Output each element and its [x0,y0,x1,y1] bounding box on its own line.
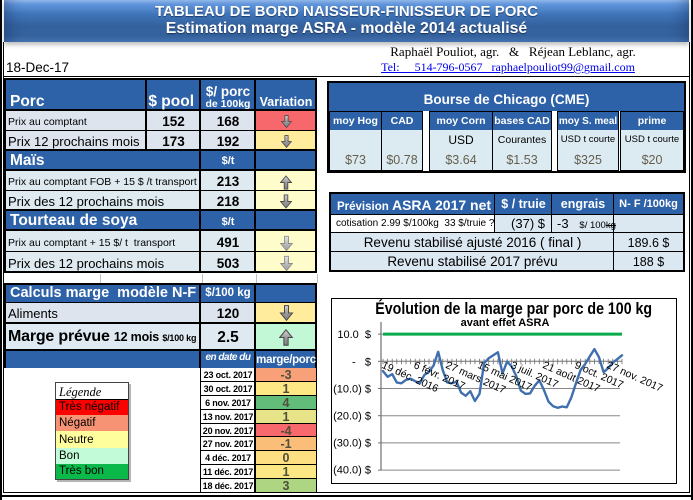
svg-text:(10.0) $: (10.0) $ [333,384,371,396]
svg-text:(40.0) $: (40.0) $ [333,465,371,477]
svg-text:10.0 $: 10.0 $ [337,329,371,341]
svg-text:- $: - $ [352,357,371,369]
svg-text:(20.0) $: (20.0) $ [333,411,371,423]
svg-text:(30.0) $: (30.0) $ [333,438,371,450]
